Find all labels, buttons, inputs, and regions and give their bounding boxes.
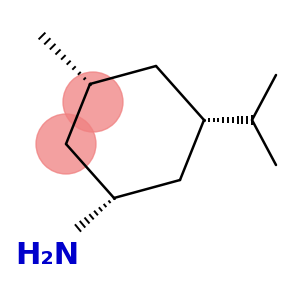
Text: H₂N: H₂N xyxy=(15,241,79,270)
Circle shape xyxy=(36,114,96,174)
Circle shape xyxy=(63,72,123,132)
